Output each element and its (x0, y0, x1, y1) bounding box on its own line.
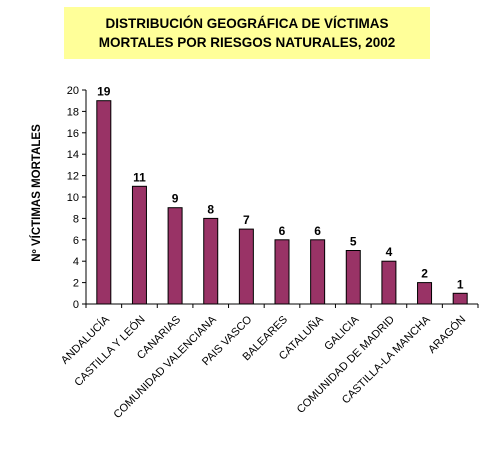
chart-title-line-1: DISTRIBUCIÓN GEOGRÁFICA DE VÍCTIMAS (105, 16, 389, 31)
data-label: 4 (386, 245, 393, 259)
bar (417, 282, 433, 305)
bar (381, 260, 397, 305)
data-label: 9 (172, 192, 179, 206)
bar (274, 239, 290, 305)
category-label: ARAGÓN (425, 313, 468, 356)
y-tick-label: 6 (73, 235, 79, 247)
bar (310, 239, 326, 305)
data-label: 5 (350, 235, 357, 249)
data-label: 8 (207, 202, 214, 216)
bars (96, 100, 468, 305)
y-tick-label: 16 (67, 128, 79, 140)
y-axis-label-group: Nº VÍCTIMAS MORTALES (30, 124, 43, 262)
value-labels: 19 11 9 8 7 6 6 5 4 2 1 (97, 85, 464, 292)
data-label: 2 (421, 267, 428, 281)
y-tick-label: 18 (67, 106, 79, 118)
bar (203, 217, 219, 305)
y-tick-label: 14 (67, 149, 79, 161)
y-tick-label: 0 (73, 299, 79, 311)
chart-title-line-2: MORTALES POR RIESGOS NATURALES, 2002 (98, 35, 396, 50)
data-label: 6 (314, 224, 321, 238)
y-tick-label: 12 (67, 171, 79, 183)
y-tick-label: 4 (73, 256, 79, 268)
data-label: 7 (243, 213, 250, 227)
y-tick-label: 2 (73, 278, 79, 290)
data-label: 19 (97, 85, 111, 99)
y-ticks: 0 2 4 6 8 10 12 14 16 18 20 (67, 85, 86, 311)
y-tick-label: 10 (67, 192, 79, 204)
y-axis-label: Nº VÍCTIMAS MORTALES (30, 124, 43, 262)
bar (167, 207, 183, 305)
bar (96, 100, 112, 305)
data-label: 6 (279, 224, 286, 238)
y-tick-label: 20 (67, 85, 79, 97)
bar (131, 185, 147, 305)
data-label: 11 (133, 170, 146, 184)
y-tick-label: 8 (73, 213, 79, 225)
bar (345, 250, 361, 305)
data-label: 1 (457, 277, 464, 291)
chart-title-box: DISTRIBUCIÓN GEOGRÁFICA DE VÍCTIMAS MORT… (64, 7, 430, 59)
bar (238, 228, 254, 305)
bar (452, 292, 468, 305)
